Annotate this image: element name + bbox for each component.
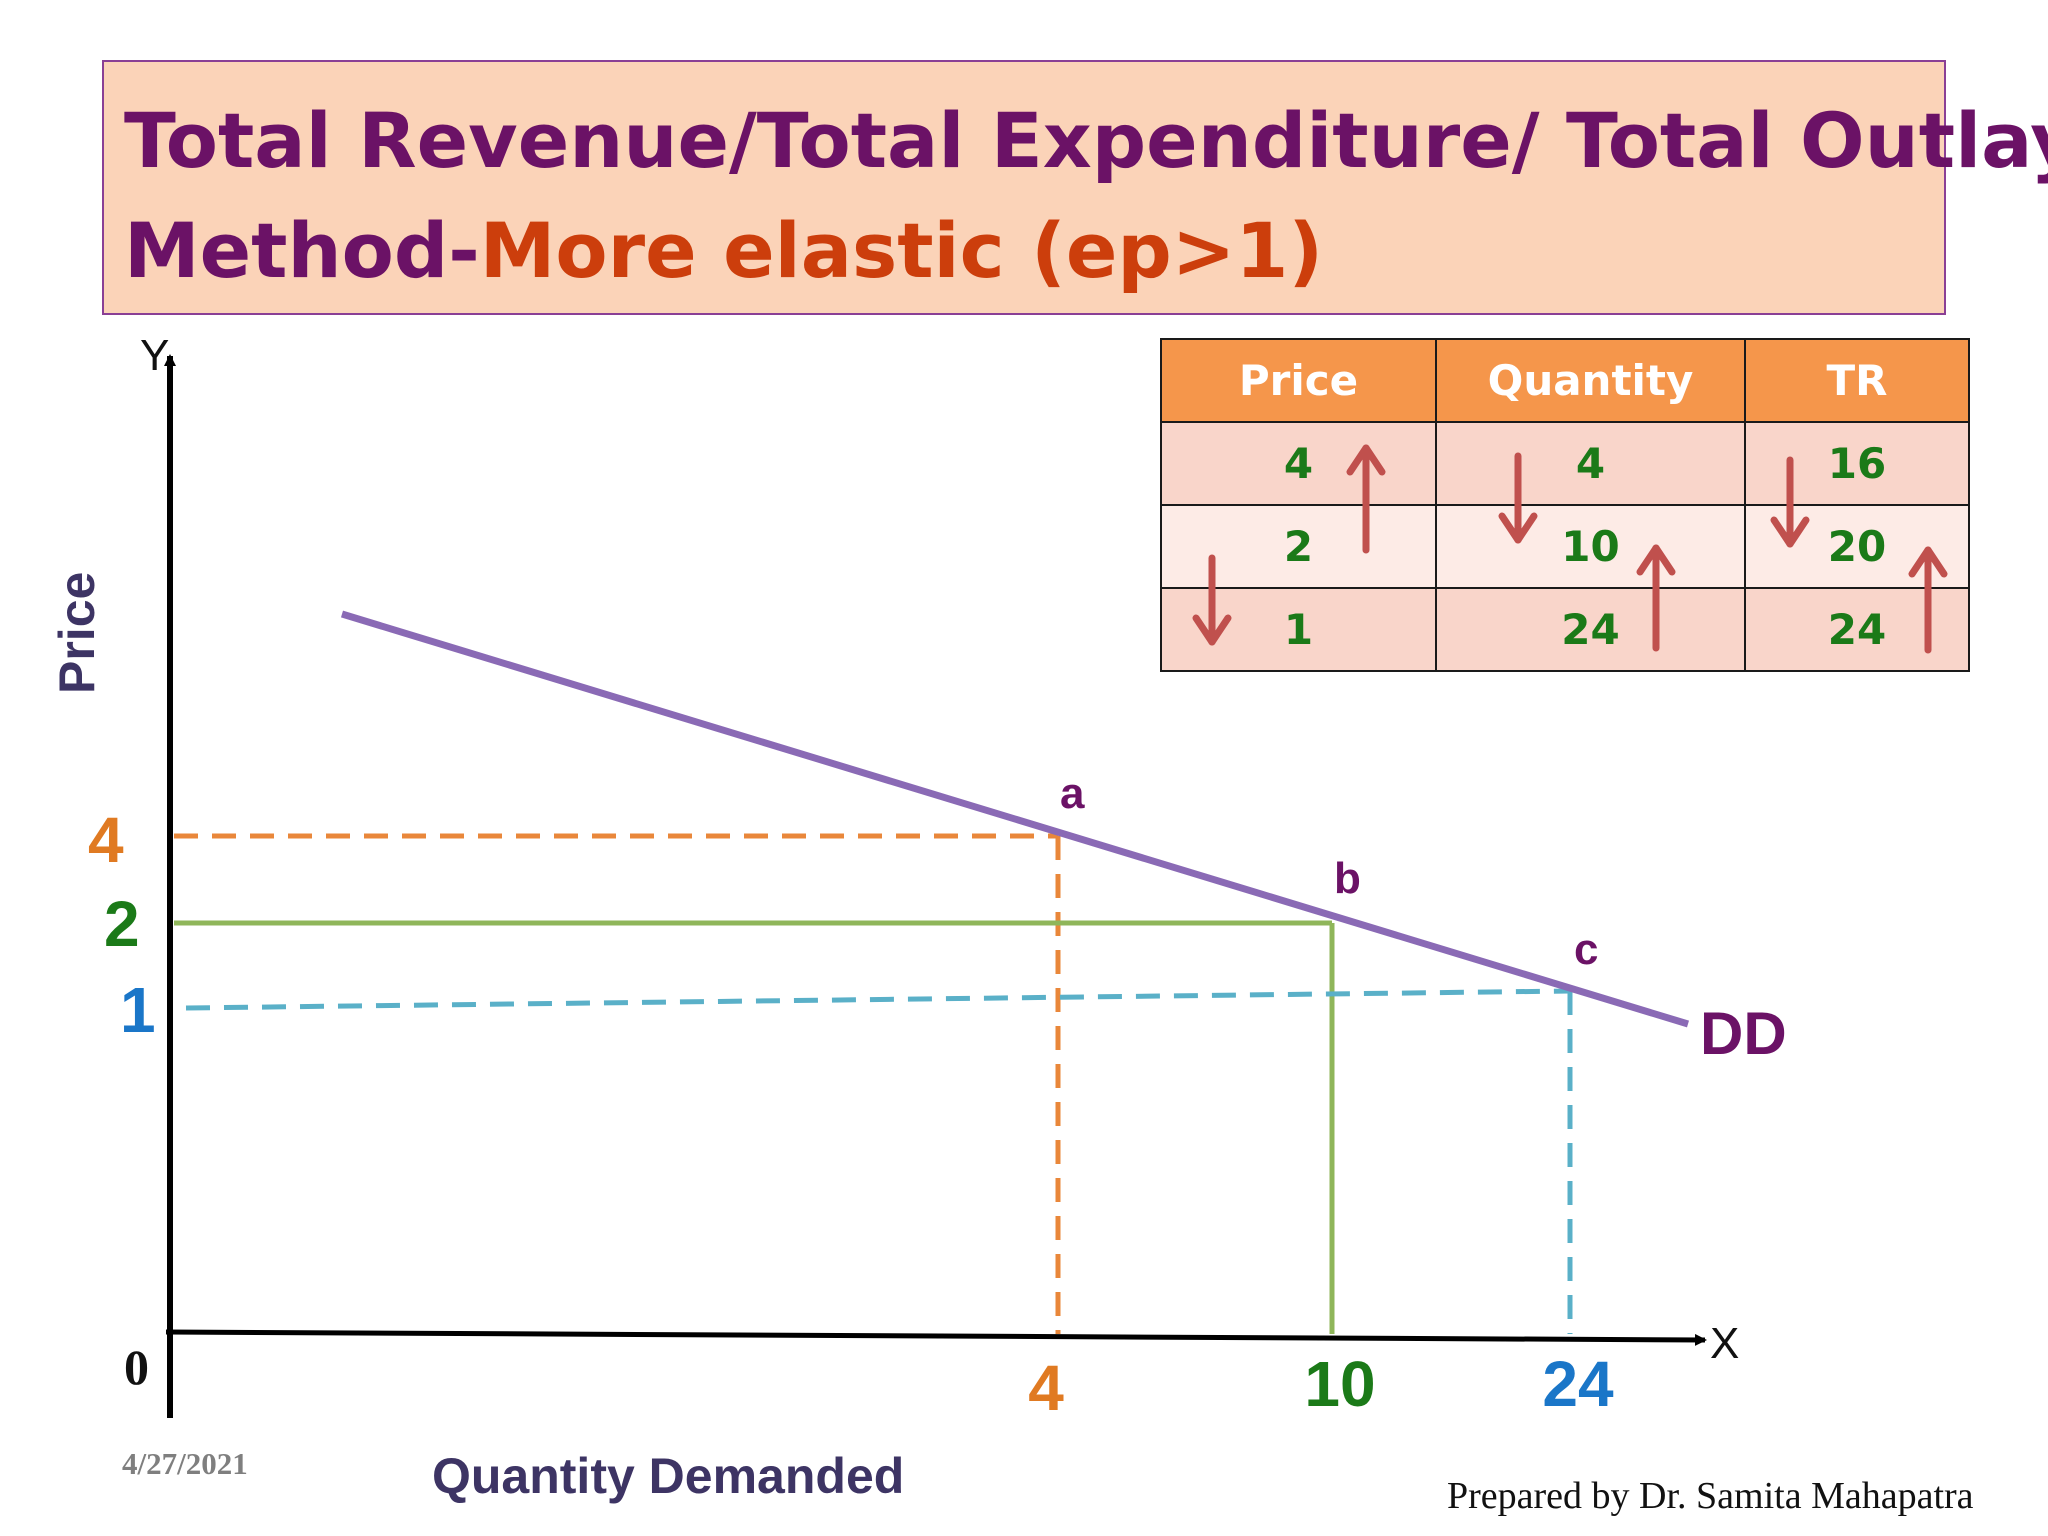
title-line-2: Method-More elastic (ep>1): [124, 206, 1323, 295]
table-cell-price: 4: [1160, 421, 1437, 506]
y-axis-title: Price: [49, 572, 105, 694]
title-method-prefix: Method-: [124, 206, 480, 295]
table-cell-price: 2: [1160, 504, 1437, 589]
point-label-a: a: [1060, 769, 1085, 818]
guide-price-1: [185, 988, 1571, 1011]
table-cell-tr: 16: [1744, 421, 1970, 506]
demand-curve-label: DD: [1700, 1000, 1787, 1067]
price-tick-1: 1: [120, 974, 156, 1046]
table-header-quantity: Quantity: [1435, 338, 1746, 423]
table-row: 1 24 24: [1160, 587, 1970, 672]
table-cell-quantity: 24: [1435, 587, 1746, 672]
slide-date: 4/27/2021: [122, 1446, 248, 1481]
quantity-tick-4: 4: [1028, 1352, 1064, 1424]
quantity-tick-10: 10: [1304, 1348, 1375, 1420]
title-elasticity-highlight: More elastic (ep>1): [479, 206, 1324, 295]
table-cell-price: 1: [1160, 587, 1437, 672]
table-header-tr: TR: [1744, 338, 1970, 423]
table-header-row: Price Quantity TR: [1160, 338, 1970, 423]
table-row: 2 10 20: [1160, 504, 1970, 589]
x-axis-title: Quantity Demanded: [432, 1448, 904, 1504]
x-axis: [165, 1329, 1707, 1346]
point-label-b: b: [1334, 854, 1361, 903]
table-cell-quantity: 10: [1435, 504, 1746, 589]
title-line-1: Total Revenue/Total Expenditure/ Total O…: [124, 96, 2048, 185]
quantity-tick-24: 24: [1542, 1348, 1614, 1420]
x-axis-letter: X: [1710, 1319, 1739, 1368]
y-axis-letter: Y: [140, 331, 169, 380]
table-cell-tr: 20: [1744, 504, 1970, 589]
table-cell-tr: 24: [1744, 587, 1970, 672]
table-cell-quantity: 4: [1435, 421, 1746, 506]
table-header-price: Price: [1160, 338, 1437, 423]
price-tick-4: 4: [88, 804, 124, 876]
table-row: 4 4 16: [1160, 421, 1970, 506]
title-box: Total Revenue/Total Expenditure/ Total O…: [102, 60, 2048, 315]
author-credit: Prepared by Dr. Samita Mahapatra: [1447, 1475, 1974, 1517]
origin-label: 0: [124, 1339, 149, 1395]
price-tick-2: 2: [104, 888, 140, 960]
demand-curve: [340, 610, 1690, 1028]
price-quantity-tr-table: Price Quantity TR 4 4 16 2 10 20 1 24 24: [1160, 338, 1970, 672]
point-label-c: c: [1574, 925, 1598, 974]
